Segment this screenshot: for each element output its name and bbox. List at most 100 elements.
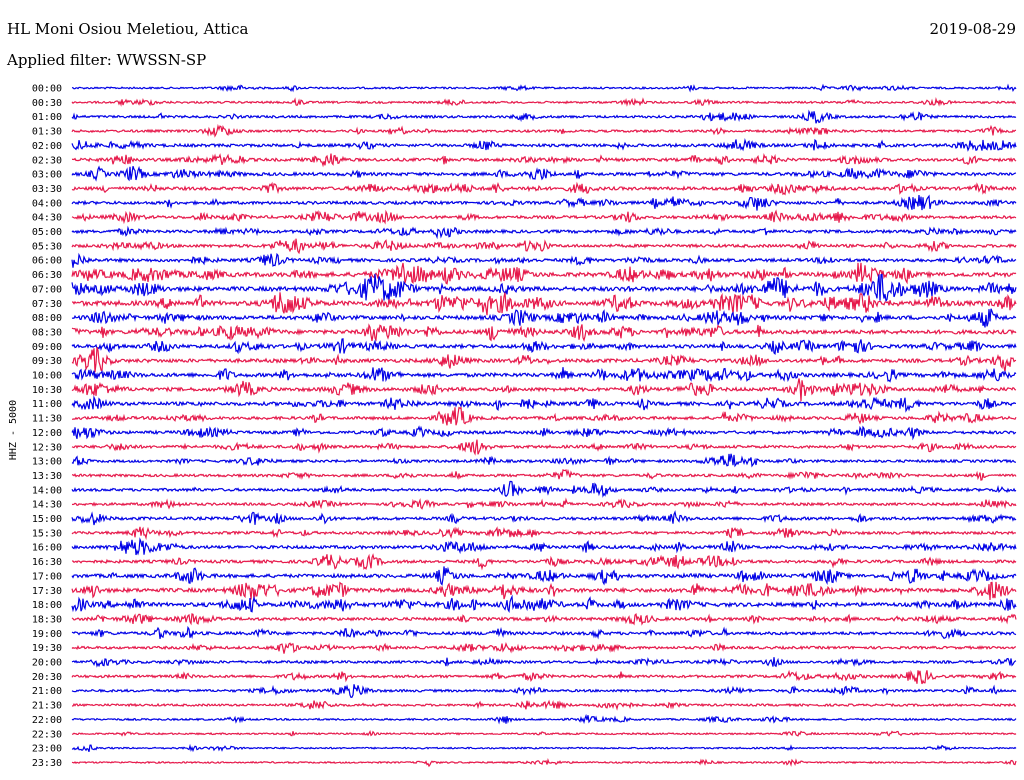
trace-0930 — [71, 347, 1017, 373]
time-label-1900: 19:00 — [32, 629, 62, 640]
trace-1900 — [71, 625, 1017, 640]
trace-0200 — [71, 138, 1017, 152]
time-label-2130: 21:30 — [32, 701, 62, 712]
time-label-0030: 00:30 — [32, 98, 62, 109]
trace-1530 — [71, 526, 1017, 541]
traces — [71, 83, 1017, 768]
time-label-0730: 07:30 — [32, 299, 62, 310]
trace-0800 — [71, 308, 1017, 328]
trace-0330 — [71, 181, 1017, 196]
time-label-0000: 00:00 — [32, 84, 62, 95]
time-label-1400: 14:00 — [32, 485, 62, 496]
trace-0100 — [71, 109, 1017, 124]
trace-1500 — [71, 510, 1017, 526]
time-label-0900: 09:00 — [32, 342, 62, 353]
trace-1130 — [71, 406, 1017, 426]
time-labels: 00:00 00:30 01:00 01:30 02:00 02:30 03:00 03:30… — [32, 84, 62, 769]
trace-1730 — [71, 581, 1017, 601]
trace-1700 — [71, 566, 1017, 586]
trace-2000 — [71, 656, 1017, 668]
time-label-0600: 06:00 — [32, 256, 62, 267]
time-label-0300: 03:00 — [32, 170, 62, 181]
date-label: 2019-08-29 — [929, 20, 1016, 38]
trace-1230 — [71, 439, 1017, 456]
trace-2130 — [71, 699, 1017, 711]
trace-0130 — [71, 123, 1017, 138]
trace-2100 — [71, 684, 1017, 699]
trace-1430 — [71, 497, 1017, 510]
time-label-0830: 08:30 — [32, 327, 62, 338]
trace-1300 — [71, 453, 1017, 468]
trace-2230 — [71, 729, 1017, 737]
time-label-1430: 14:30 — [32, 500, 62, 511]
time-label-1800: 18:00 — [32, 600, 62, 611]
trace-2300 — [71, 743, 1017, 753]
time-label-0130: 01:30 — [32, 127, 62, 138]
time-label-0930: 09:30 — [32, 356, 62, 367]
trace-1830 — [71, 612, 1017, 626]
time-label-0500: 05:00 — [32, 227, 62, 238]
time-label-0200: 02:00 — [32, 141, 62, 152]
time-label-0330: 03:30 — [32, 184, 62, 195]
trace-1630 — [71, 553, 1017, 571]
trace-0300 — [71, 165, 1017, 182]
trace-0030 — [71, 96, 1017, 107]
time-label-1330: 13:30 — [32, 471, 62, 482]
trace-1000 — [71, 367, 1017, 383]
time-label-2230: 22:30 — [32, 729, 62, 740]
time-label-1230: 12:30 — [32, 442, 62, 453]
trace-1800 — [71, 594, 1017, 614]
time-label-1030: 10:30 — [32, 385, 62, 396]
trace-0000 — [71, 83, 1017, 93]
trace-0730 — [71, 292, 1017, 316]
trace-1400 — [71, 480, 1017, 498]
trace-1030 — [71, 378, 1017, 402]
time-label-1000: 10:00 — [32, 371, 62, 382]
time-label-1630: 16:30 — [32, 557, 62, 568]
time-label-1300: 13:00 — [32, 457, 62, 468]
trace-2330 — [71, 757, 1017, 768]
trace-2030 — [71, 669, 1017, 685]
time-label-0800: 08:00 — [32, 313, 62, 324]
time-label-2030: 20:30 — [32, 672, 62, 683]
time-label-0400: 04:00 — [32, 198, 62, 209]
trace-1100 — [71, 395, 1017, 413]
trace-0400 — [71, 194, 1017, 211]
station-title: HL Moni Osiou Meletiou, Attica — [7, 20, 249, 38]
time-label-0630: 06:30 — [32, 270, 62, 281]
trace-0230 — [71, 152, 1017, 168]
y-axis-title: HHZ - 5000 — [8, 400, 19, 460]
trace-0900 — [71, 338, 1017, 355]
time-label-1530: 15:30 — [32, 528, 62, 539]
time-label-1600: 16:00 — [32, 543, 62, 554]
trace-0430 — [71, 209, 1017, 225]
time-label-1130: 11:30 — [32, 414, 62, 425]
time-label-1200: 12:00 — [32, 428, 62, 439]
trace-0500 — [71, 225, 1017, 240]
time-label-1500: 15:00 — [32, 514, 62, 525]
time-label-0530: 05:30 — [32, 241, 62, 252]
trace-1600 — [71, 537, 1017, 556]
trace-1330 — [71, 468, 1017, 481]
time-label-1730: 17:30 — [32, 586, 62, 597]
trace-0600 — [71, 252, 1017, 268]
filter-label: Applied filter: WWSSN-SP — [7, 51, 207, 69]
time-label-2100: 21:00 — [32, 686, 62, 697]
time-label-2330: 23:30 — [32, 758, 62, 769]
trace-0530 — [71, 238, 1017, 255]
time-label-0100: 01:00 — [32, 112, 62, 123]
trace-0630 — [71, 262, 1017, 285]
trace-1200 — [71, 425, 1017, 441]
time-label-0230: 02:30 — [32, 155, 62, 166]
trace-2200 — [71, 713, 1017, 725]
time-label-1100: 11:00 — [32, 399, 62, 410]
time-label-2200: 22:00 — [32, 715, 62, 726]
trace-0830 — [71, 323, 1017, 343]
trace-0700 — [71, 273, 1017, 303]
time-label-1700: 17:00 — [32, 571, 62, 582]
time-label-2000: 20:00 — [32, 658, 62, 669]
trace-1930 — [71, 641, 1017, 654]
time-label-0700: 07:00 — [32, 284, 62, 295]
time-label-1830: 18:30 — [32, 614, 62, 625]
